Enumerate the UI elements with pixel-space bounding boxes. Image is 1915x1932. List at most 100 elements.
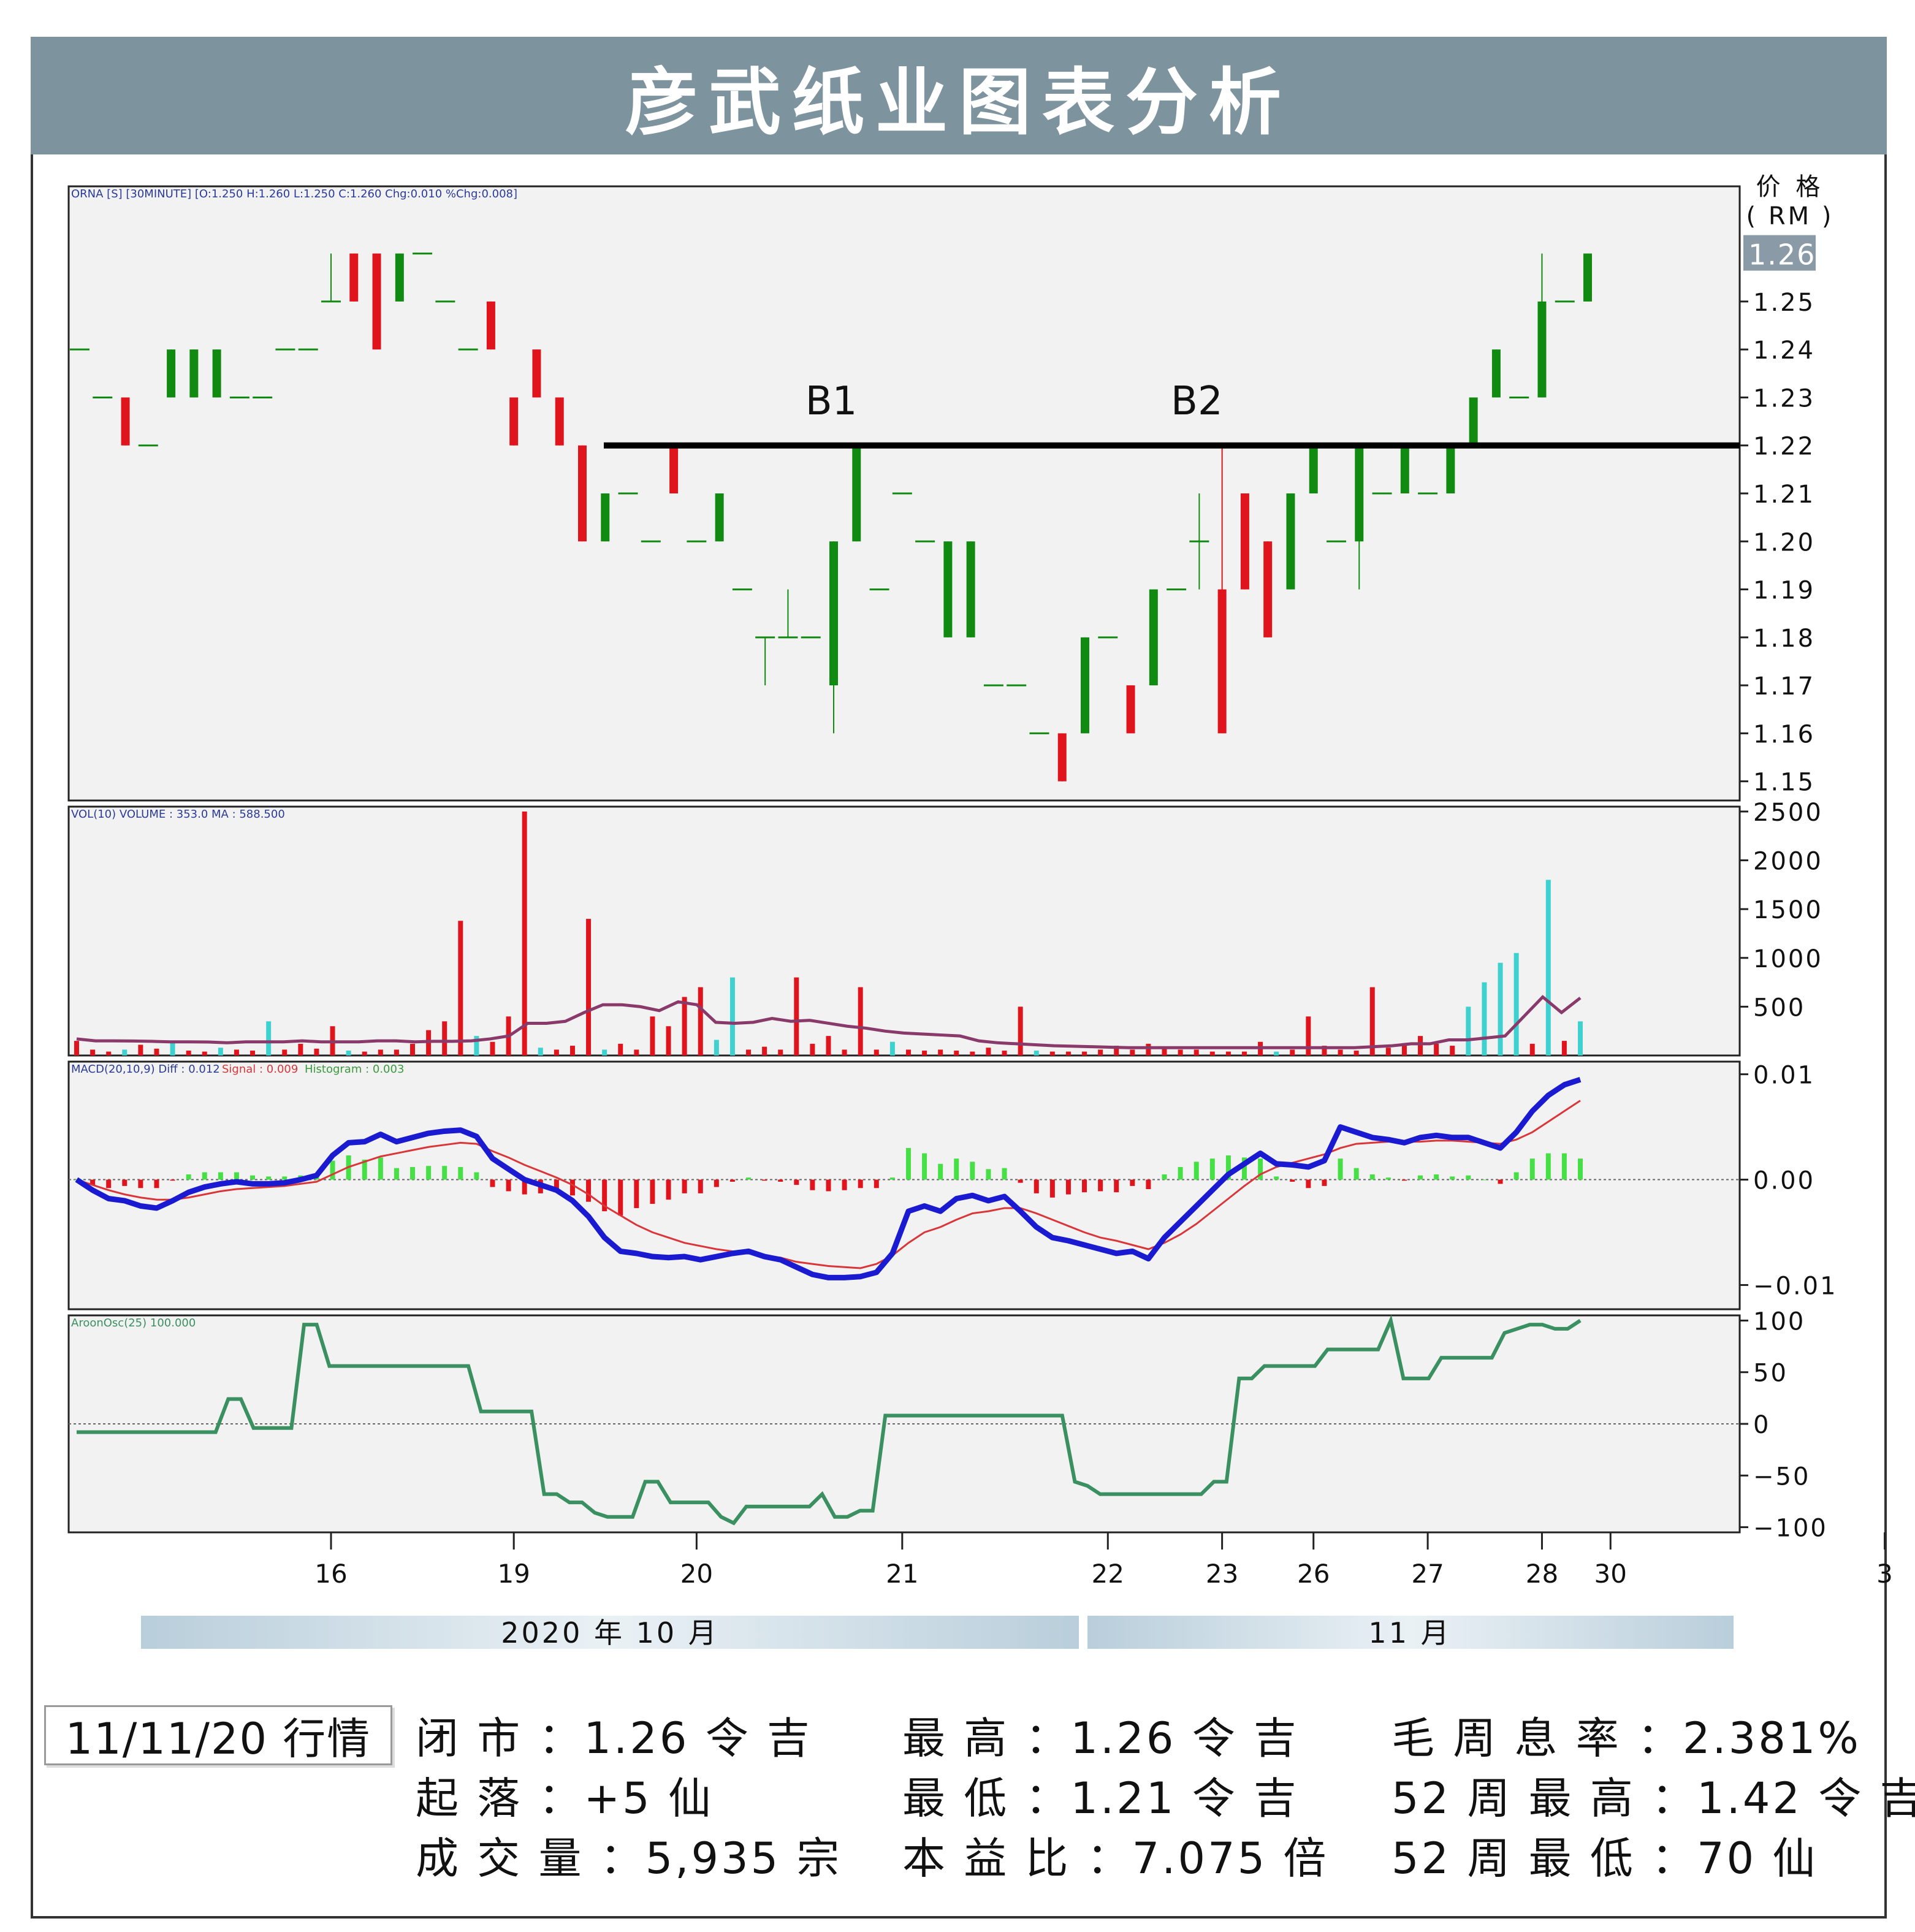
volume-bar (442, 1021, 447, 1055)
candle-body (1286, 493, 1295, 590)
volume-bar (538, 1048, 543, 1055)
x-tick-label: 22 (1092, 1559, 1124, 1589)
volume-bar (1274, 1051, 1279, 1055)
volume-bar (1322, 1046, 1327, 1055)
macd-hist-bar (810, 1179, 815, 1190)
macd-hist-bar (602, 1179, 607, 1212)
volume-bar (1353, 1051, 1359, 1055)
macd-hist-bar (1114, 1179, 1119, 1193)
volume-bar (186, 1051, 191, 1055)
date-label: 11/11/20 行情 (44, 1705, 392, 1765)
volume-bar (602, 1049, 607, 1055)
volume-bar (1018, 1006, 1023, 1055)
stat-52w-high: 52 周 最 高 ：1.42 令 吉 (1392, 1773, 1915, 1824)
volume-bar (1401, 1043, 1407, 1055)
volume-bar (905, 1049, 911, 1055)
stat-pe: 本 益 比 ：7.075 倍 (902, 1833, 1329, 1884)
volume-bar (954, 1051, 959, 1055)
macd-hist-bar (1065, 1179, 1071, 1195)
macd-hist-bar (154, 1179, 159, 1188)
candle-body (1583, 253, 1592, 302)
volume-axis-tick-label: 500 (1753, 994, 1805, 1022)
price-axis-tick-label: 1.15 (1753, 769, 1815, 797)
volume-bar (378, 1049, 383, 1055)
macd-hist-bar (569, 1179, 575, 1196)
x-tick-label: 19 (497, 1559, 530, 1589)
panel-macd (67, 1060, 1741, 1310)
aroon-axis-tick-label: −100 (1753, 1515, 1828, 1543)
candle-body (349, 253, 359, 302)
macd-hist-bar (266, 1176, 272, 1180)
candle-body (189, 349, 199, 398)
macd-hist-bar (1466, 1175, 1471, 1180)
volume-axis-tick-label: 2500 (1753, 799, 1823, 827)
macd-hist-bar (458, 1166, 463, 1180)
volume-bar (1418, 1036, 1423, 1055)
macd-hist-bar (1162, 1174, 1167, 1180)
x-tick-label: 21 (886, 1559, 918, 1589)
aroon-axis-tick-label: 0 (1753, 1411, 1770, 1439)
volume-bar (234, 1049, 239, 1055)
volume-bar (106, 1051, 112, 1055)
volume-bar (810, 1043, 815, 1055)
candle-body (509, 397, 519, 446)
last-price-label: 1.26 (1748, 238, 1816, 272)
volume-bar (618, 1043, 623, 1055)
volume-bar (362, 1051, 367, 1055)
macd-hist-bar (1002, 1168, 1007, 1180)
volume-bar (1146, 1043, 1151, 1055)
stat-52w-low: 52 周 最 低 ：70 仙 (1392, 1833, 1818, 1884)
volume-bar (1194, 1049, 1199, 1055)
volume-axis-tick-label: 1500 (1753, 896, 1823, 924)
macd-hist-bar (410, 1166, 416, 1180)
macd-hist-bar (794, 1179, 799, 1185)
annotation-b1: B1 (805, 379, 858, 424)
aroon-axis-tick-label: 50 (1753, 1360, 1788, 1388)
candle-body (1217, 589, 1227, 734)
macd-hist-bar (729, 1179, 735, 1182)
macd-hist-bar (1369, 1174, 1375, 1180)
macd-hist-bar (330, 1160, 335, 1180)
volume-bar (666, 1026, 671, 1055)
x-tick-label: 26 (1297, 1559, 1330, 1589)
volume-bar (970, 1051, 975, 1055)
price-axis-tick-label: 1.25 (1753, 289, 1815, 317)
volume-bar (1209, 1051, 1215, 1055)
volume-bar (1450, 1046, 1455, 1055)
candle-body (669, 445, 679, 493)
volume-bar (1098, 1049, 1103, 1055)
volume-bar (1002, 1051, 1007, 1055)
volume-bar (154, 1048, 159, 1055)
volume-bar (170, 1043, 175, 1055)
volume-bar (122, 1049, 128, 1055)
volume-bar (1034, 1051, 1039, 1055)
macd-hist-bar (634, 1179, 639, 1208)
volume-bar (778, 1049, 783, 1055)
price-axis-tick-label: 1.17 (1753, 672, 1815, 701)
volume-header: VOL(10) VOLUME : 353.0 MA : 588.500 (71, 808, 285, 821)
macd-hist-bar (90, 1179, 96, 1185)
price-axis-tick-label: 1.21 (1753, 481, 1815, 509)
volume-bar (266, 1021, 272, 1055)
month-label-october: 2020 年 10 月 (501, 1616, 718, 1649)
macd-hist-bar (1258, 1158, 1263, 1180)
volume-bar (1065, 1051, 1071, 1055)
candle-body (1537, 301, 1547, 398)
price-axis-tick-label: 1.19 (1753, 577, 1815, 605)
month-label-november: 11 月 (1368, 1616, 1451, 1649)
volume-bar (1369, 987, 1375, 1055)
macd-hist-bar (1482, 1179, 1487, 1181)
macd-header-signal: Signal : 0.009 (222, 1063, 298, 1076)
volume-bar (1466, 1006, 1471, 1055)
candle-body (532, 349, 541, 398)
macd-hist-bar (1082, 1179, 1087, 1193)
macd-hist-bar (858, 1179, 863, 1188)
stat-dividend-yield: 毛 周 息 率 ：2.381% (1392, 1713, 1861, 1763)
x-tick-label: 30 (1594, 1559, 1627, 1589)
volume-bar (1529, 1043, 1535, 1055)
volume-bar (1130, 1049, 1135, 1055)
macd-hist-bar (1513, 1172, 1519, 1180)
macd-hist-bar (1450, 1176, 1455, 1180)
candle-body (1446, 445, 1455, 493)
